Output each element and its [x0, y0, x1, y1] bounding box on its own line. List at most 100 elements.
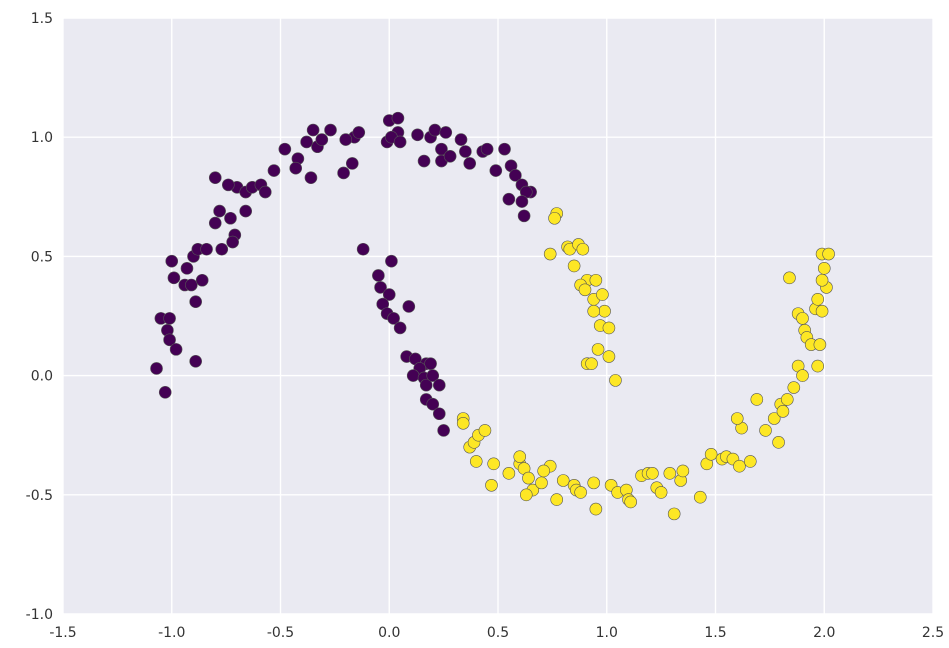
- data-point: [345, 157, 359, 170]
- data-point: [743, 455, 757, 468]
- data-point: [522, 471, 535, 485]
- data-point: [150, 362, 163, 375]
- data-point: [213, 204, 226, 218]
- x-tick-label: 2.0: [813, 625, 835, 641]
- data-point: [432, 378, 446, 392]
- data-point: [356, 242, 370, 256]
- data-point: [393, 135, 407, 149]
- data-point: [424, 357, 437, 370]
- data-point: [289, 161, 303, 175]
- grid-lines: [62, 17, 934, 615]
- x-axis-tick-labels: -1.5 -1.0 -0.5 0.0 0.5 1.0 1.5 2.0 2.5: [49, 625, 944, 641]
- data-point: [372, 269, 385, 282]
- data-point: [487, 457, 500, 471]
- data-point: [502, 192, 516, 206]
- data-point: [443, 149, 457, 163]
- data-point: [646, 467, 659, 480]
- data-point: [304, 171, 318, 185]
- data-point: [459, 145, 472, 158]
- y-tick-label: 0.5: [31, 249, 53, 265]
- data-point: [550, 493, 564, 506]
- data-point: [167, 271, 181, 285]
- data-point: [426, 397, 440, 411]
- data-point: [585, 357, 598, 370]
- data-point: [419, 378, 433, 392]
- data-point: [730, 412, 744, 425]
- data-point: [456, 416, 470, 430]
- data-point: [515, 195, 529, 208]
- data-point: [208, 171, 222, 185]
- data-point: [796, 369, 809, 382]
- data-point: [480, 142, 494, 156]
- data-point: [189, 295, 202, 308]
- data-point: [587, 304, 601, 318]
- data-point: [519, 488, 533, 502]
- y-tick-label: 0.0: [31, 369, 53, 385]
- data-point: [817, 262, 831, 275]
- data-point: [195, 273, 209, 287]
- data-point: [300, 135, 313, 149]
- data-point: [513, 450, 527, 463]
- data-point: [278, 142, 292, 156]
- data-point: [437, 424, 450, 437]
- data-point: [576, 242, 590, 256]
- data-point: [169, 343, 183, 356]
- data-point: [822, 247, 835, 261]
- data-point: [767, 412, 781, 425]
- data-point: [815, 304, 829, 318]
- data-point: [787, 381, 801, 394]
- series-1: [456, 207, 835, 521]
- data-point: [200, 242, 213, 256]
- data-point: [589, 502, 603, 516]
- x-tick-label: -0.5: [267, 625, 294, 641]
- data-point: [432, 407, 446, 421]
- data-point: [387, 312, 400, 325]
- data-point: [624, 495, 637, 509]
- data-point: [509, 169, 522, 182]
- y-tick-label: 1.0: [31, 130, 53, 146]
- data-point: [596, 288, 609, 301]
- data-point: [591, 343, 605, 356]
- data-point: [602, 321, 616, 335]
- data-point: [796, 312, 809, 325]
- data-point: [165, 254, 179, 268]
- data-point: [222, 178, 235, 192]
- data-point: [352, 126, 366, 139]
- data-point: [454, 133, 468, 146]
- data-point: [587, 476, 601, 490]
- data-point: [402, 300, 416, 313]
- data-point: [163, 333, 176, 347]
- data-point: [189, 354, 202, 368]
- data-point: [185, 278, 198, 292]
- data-point: [489, 164, 503, 177]
- data-point: [478, 424, 492, 437]
- y-tick-label: -0.5: [26, 488, 53, 504]
- data-point: [382, 288, 396, 301]
- data-point: [556, 474, 570, 487]
- data-point: [589, 273, 603, 287]
- data-point: [609, 374, 622, 387]
- data-point: [548, 211, 561, 225]
- data-point: [578, 283, 592, 297]
- x-tick-label: 0.5: [487, 625, 509, 641]
- y-tick-label: 1.5: [31, 11, 53, 27]
- x-tick-label: 1.0: [596, 625, 618, 641]
- x-tick-label: -1.5: [49, 625, 76, 641]
- data-point: [239, 204, 252, 218]
- y-tick-label: -1.0: [26, 607, 53, 623]
- data-point: [374, 281, 387, 294]
- data-point: [215, 242, 229, 256]
- data-point: [267, 164, 281, 177]
- data-point: [693, 490, 707, 504]
- data-point: [324, 123, 337, 137]
- data-point: [780, 393, 794, 406]
- data-point: [733, 459, 746, 473]
- data-point: [535, 476, 548, 490]
- data-point: [602, 350, 616, 363]
- data-point: [667, 507, 681, 521]
- data-point: [485, 478, 498, 492]
- data-point: [417, 154, 431, 168]
- data-point: [158, 385, 172, 399]
- data-point: [469, 455, 483, 468]
